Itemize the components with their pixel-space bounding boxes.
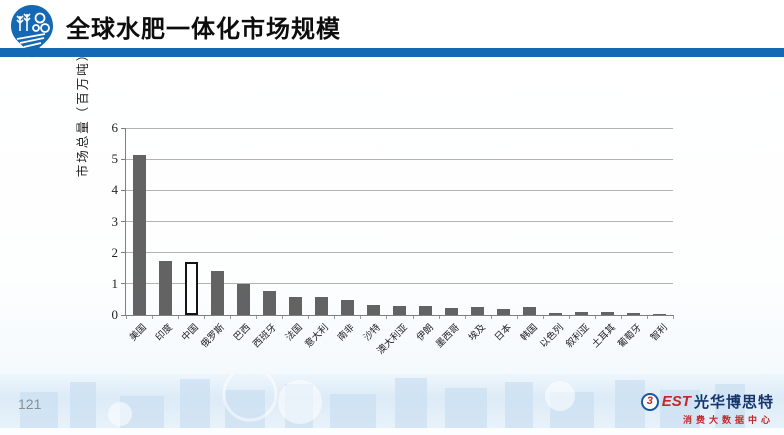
header-accent-bar	[0, 48, 784, 57]
x-tick-mark	[360, 316, 362, 319]
x-tick-mark	[673, 316, 674, 319]
bar-日本	[497, 308, 511, 315]
bar-巴西	[236, 283, 250, 315]
x-tick-mark	[438, 316, 440, 319]
page-number: 121	[18, 396, 42, 412]
x-tick-mark	[256, 316, 258, 319]
bar-埃及	[471, 307, 485, 315]
x-tick-mark	[308, 316, 310, 319]
brand-subtitle-text: 消费大数据中心	[682, 415, 774, 425]
x-axis-line	[125, 315, 674, 316]
y-tick-label: 6	[111, 120, 119, 135]
y-tick-mark	[121, 127, 125, 129]
x-tick-mark	[464, 316, 466, 319]
gridline	[126, 283, 673, 285]
skyline-decoration	[20, 374, 745, 428]
x-tick-mark	[334, 316, 336, 319]
bar-中国	[184, 262, 198, 315]
x-tick-mark	[204, 316, 206, 319]
bar-南非	[340, 300, 354, 315]
x-tick-mark	[412, 316, 414, 319]
bar-韩国	[523, 307, 537, 315]
slide-body: 市场总量（百万吨） 0 1 2 3 4 5 6 美国 印度 中国 俄罗斯 巴西 西班牙 法国 意大利 南非 沙特…	[0, 47, 784, 375]
x-tick-mark	[386, 316, 388, 319]
x-tick-mark	[152, 316, 154, 319]
bar-法国	[288, 297, 302, 315]
brand-circle-icon: 3	[640, 392, 659, 411]
gridline	[126, 127, 673, 129]
agriculture-pin-logo-icon	[11, 5, 53, 61]
y-tick-mark	[121, 252, 125, 254]
gridline	[126, 158, 673, 160]
slide-header: 全球水肥一体化市场规模	[0, 0, 784, 48]
footer-skyline-band	[0, 374, 784, 428]
bar-叙利亚	[575, 311, 589, 315]
bar-伊朗	[419, 305, 433, 315]
bar-墨西哥	[445, 308, 459, 315]
bar-沙特	[366, 304, 380, 315]
x-tick-mark	[126, 316, 127, 319]
bar-美国	[132, 154, 146, 315]
x-tick-mark	[620, 316, 622, 319]
page-title: 全球水肥一体化市场规模	[66, 16, 341, 43]
market-size-bar-chart: 0 1 2 3 4 5 6 美国 印度 中国 俄罗斯 巴西 西班牙 法国 意大利 南非 沙特 澳大利亚 伊朗 墨西哥埃…	[112, 120, 674, 357]
bottom-strip	[0, 428, 784, 435]
bar-土耳其	[601, 311, 615, 315]
y-axis-title: 市场总量（百万吨）	[76, 46, 90, 178]
x-tick-mark	[230, 316, 232, 319]
y-tick-mark	[121, 283, 125, 285]
gridline	[126, 252, 673, 254]
x-tick-mark	[568, 316, 570, 319]
x-tick-mark	[282, 316, 284, 319]
x-tick-mark	[542, 316, 544, 319]
bar-智利	[653, 313, 667, 315]
x-tick-mark	[490, 316, 492, 319]
y-tick-mark	[121, 221, 125, 222]
x-tick-mark	[646, 316, 648, 319]
bar-葡萄牙	[627, 313, 641, 315]
y-tick-label: 5	[111, 151, 119, 167]
gridline	[126, 189, 673, 191]
brand-est-text: EST	[661, 393, 691, 410]
brand-name-text: 光华博思特	[693, 394, 774, 411]
bar-以色列	[549, 312, 563, 315]
bar-澳大利亚	[393, 306, 406, 315]
x-tick-mark	[594, 316, 596, 319]
bar-意大利	[314, 296, 328, 315]
y-tick-label: 4	[111, 182, 119, 198]
y-tick-label: 2	[111, 244, 119, 260]
y-tick-label: 3	[111, 213, 119, 229]
bar-印度	[158, 261, 172, 315]
y-tick-label: 1	[111, 275, 119, 291]
x-tick-mark	[178, 316, 180, 319]
y-tick-mark	[121, 158, 125, 160]
gridline	[126, 221, 673, 222]
brand-logo: 3 EST 光华博思特 消费大数据中心	[640, 391, 774, 426]
bar-俄罗斯	[210, 271, 224, 315]
x-tick-mark	[516, 316, 518, 319]
bar-西班牙	[262, 290, 276, 315]
y-tick-label: 0	[111, 307, 119, 322]
y-tick-mark	[121, 189, 125, 191]
y-tick-mark	[121, 314, 125, 316]
